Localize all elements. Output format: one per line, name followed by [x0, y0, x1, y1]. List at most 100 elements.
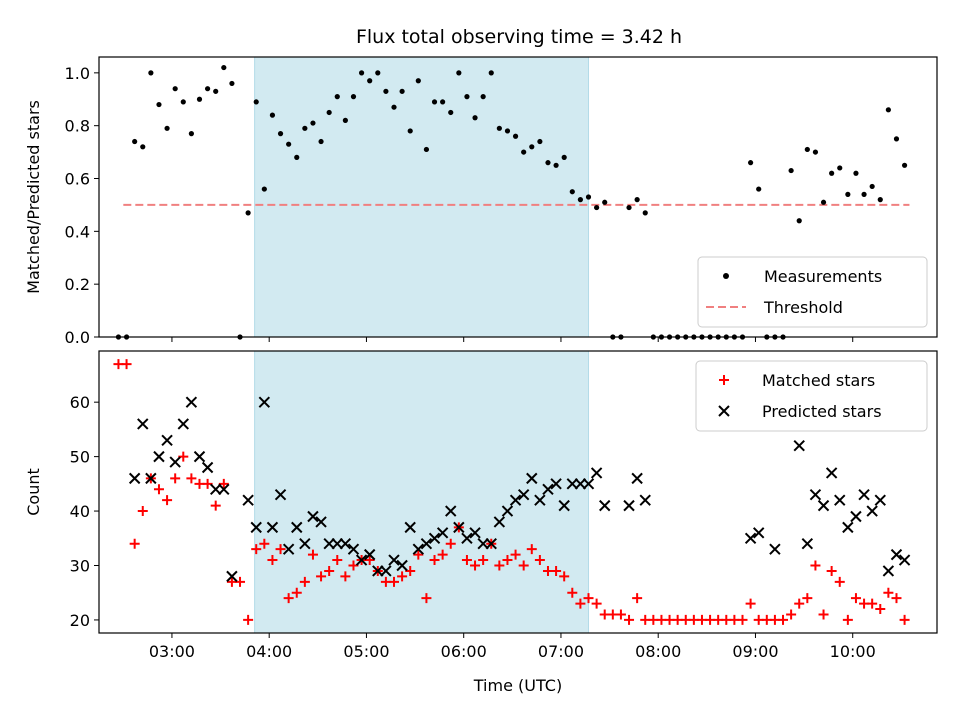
matched-stars-point: [421, 593, 432, 604]
bottom-x-tick-label: 06:00: [441, 642, 487, 661]
matched-stars-point: [267, 555, 278, 566]
measurements-point: [496, 125, 502, 131]
matched-stars-point: [624, 614, 635, 625]
predicted-stars-point: [526, 472, 538, 485]
measurements-point: [407, 128, 413, 134]
predicted-stars-point: [242, 494, 254, 506]
predicted-stars-legend-marker: [718, 405, 730, 417]
measurements-point: [448, 109, 454, 116]
bottom-x-tick-label: 07:00: [538, 642, 584, 661]
measurements-point: [561, 154, 567, 160]
predicted-stars-point: [590, 467, 603, 479]
threshold-legend-label: Threshold: [763, 298, 843, 317]
matched-stars-point: [559, 571, 570, 582]
top-panel: 0.0 0.2 0.4 0.6 0.8 1.0 Matched/Predicted star…: [24, 56, 938, 347]
matched-stars-point: [826, 565, 837, 576]
predicted-stars-point: [226, 570, 238, 583]
predicted-stars-point: [882, 565, 895, 577]
matched-stars-point: [307, 549, 318, 560]
matched-stars-point: [235, 576, 246, 587]
measurements-point: [310, 120, 316, 126]
measurements-point: [602, 199, 608, 205]
measurements-point: [553, 162, 559, 168]
top-y-tick-label: 0.6: [65, 170, 90, 189]
measurements-point: [253, 99, 259, 105]
measurements-point: [172, 86, 178, 92]
predicted-stars-point: [218, 483, 230, 495]
predicted-stars-point: [744, 532, 757, 544]
predicted-stars-point: [631, 472, 643, 485]
matched-stars-point: [251, 544, 262, 555]
matched-stars-point: [875, 604, 886, 615]
measurements-point: [901, 162, 908, 168]
top-y-tick-label: 1.0: [65, 64, 90, 83]
matched-stars-point: [842, 614, 853, 625]
measurements-point: [812, 149, 819, 155]
matched-stars-point: [316, 571, 327, 582]
predicted-stars-point: [161, 434, 173, 446]
measurements-point: [375, 70, 381, 76]
matched-stars-point: [802, 593, 813, 604]
matched-stars-point: [850, 593, 861, 604]
predicted-stars-point: [534, 494, 546, 506]
predicted-stars-point: [834, 494, 846, 506]
bottom-x-tick-label: 10:00: [830, 642, 876, 661]
matched-stars-point: [794, 598, 805, 609]
measurements-legend-label: Measurements: [764, 267, 882, 286]
predicted-stars-point: [542, 483, 554, 495]
measurements-point: [893, 136, 900, 142]
matched-stars-point: [153, 484, 164, 495]
predicted-stars-point: [517, 489, 530, 501]
matched-stars-point: [186, 473, 197, 484]
measurements-point: [286, 141, 292, 147]
measurements-point: [140, 144, 146, 150]
predicted-stars-point: [396, 559, 408, 572]
matched-stars-point: [534, 555, 545, 566]
predicted-stars-point: [339, 538, 352, 550]
predicted-stars-point: [193, 450, 206, 463]
measurements-point: [399, 88, 405, 94]
matched-stars-point: [332, 555, 343, 566]
matched-stars-point: [526, 544, 537, 555]
predicted-stars-point: [582, 478, 595, 490]
predicted-stars-point: [201, 461, 214, 474]
measurements-point: [358, 70, 365, 76]
matched-stars-point: [591, 598, 602, 609]
predicted-stars-point: [445, 505, 457, 517]
matched-stars-point: [510, 549, 521, 560]
predicted-stars-point: [420, 538, 433, 550]
bottom-x-tick-label: 08:00: [635, 642, 681, 661]
measurements-point: [504, 128, 511, 134]
measurements-point: [180, 99, 186, 105]
predicted-stars-point: [898, 554, 911, 566]
measurements-point: [164, 125, 170, 131]
bottom-axes-frame: [98, 350, 938, 634]
predicted-stars-point: [404, 521, 416, 534]
predicted-stars-point: [817, 499, 830, 512]
bottom-x-tick-label: 05:00: [343, 642, 389, 661]
matched-stars-point: [129, 538, 140, 549]
matched-stars-point: [615, 609, 626, 620]
predicted-stars-point: [274, 489, 287, 501]
predicted-stars-point: [850, 510, 862, 523]
measurements-point: [796, 218, 802, 224]
matched-stars-point: [899, 614, 910, 625]
predicted-stars-point: [866, 505, 878, 517]
matched-stars-point: [218, 478, 229, 489]
measurements-point: [853, 170, 859, 176]
measurements-point: [788, 167, 794, 174]
measurements-legend-marker: [723, 273, 729, 279]
measurements-point: [845, 191, 851, 197]
matched-stars-point: [567, 587, 578, 598]
predicted-stars-point: [752, 527, 765, 539]
measurements-point: [277, 131, 284, 137]
predicted-stars-point: [299, 538, 311, 550]
matched-stars-point: [397, 571, 408, 582]
predicted-stars-point: [250, 521, 262, 534]
measurements-point: [861, 191, 867, 197]
matched-stars-point: [275, 544, 286, 555]
predicted-stars-point: [566, 478, 579, 490]
measurements-point: [472, 115, 478, 121]
matched-stars-point: [834, 576, 845, 587]
top-axes-frame: [98, 56, 938, 338]
